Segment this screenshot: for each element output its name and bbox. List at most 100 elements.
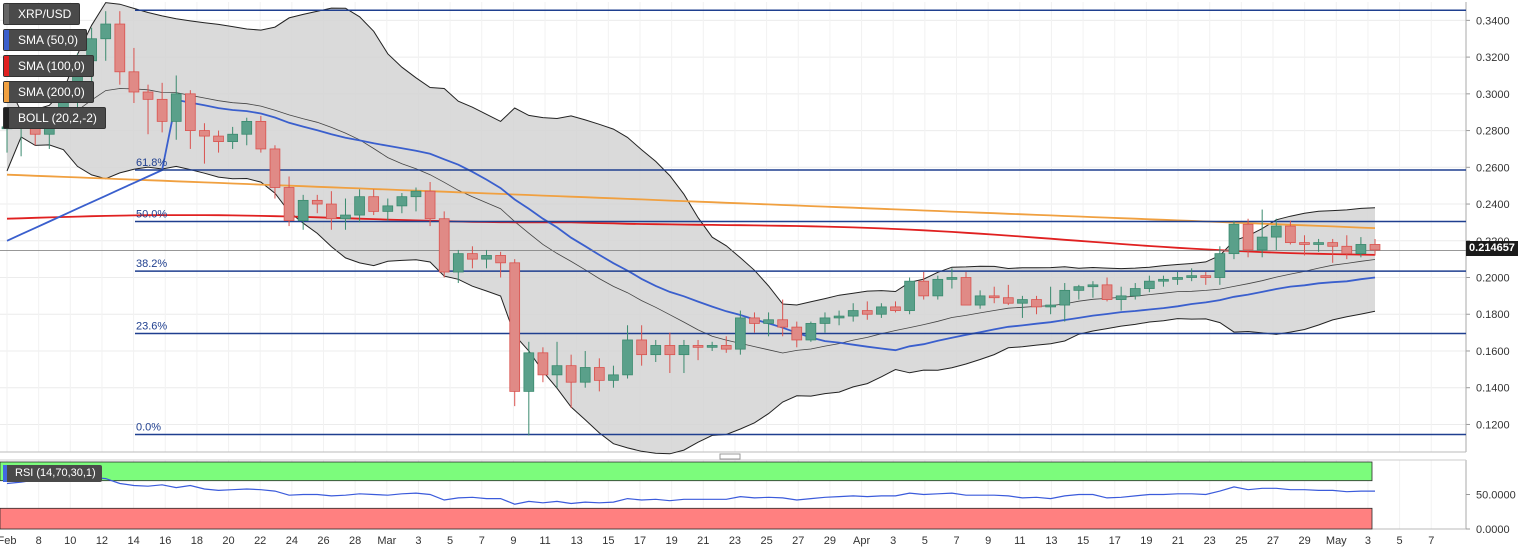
x-tick-label: 23 <box>1204 535 1216 547</box>
candle-body-up <box>946 277 958 280</box>
last-price-tag: 0.214657 <box>1466 241 1518 256</box>
x-tick-label: 5 <box>447 535 453 547</box>
bollinger-lower-line <box>6 136 1376 455</box>
candle-body-up <box>833 315 845 319</box>
candle-body-up <box>354 196 365 216</box>
x-tick-label: 7 <box>953 535 959 547</box>
x-tick-label: 29 <box>824 535 836 547</box>
y-tick-label: 0.2800 <box>1476 126 1510 138</box>
candle-body-down <box>593 367 605 381</box>
candle-body-down <box>988 295 1000 299</box>
candle-body-up <box>1270 225 1282 238</box>
legend-boll[interactable]: BOLL (20,2,-2) <box>3 107 106 129</box>
candle-body-down <box>918 280 930 297</box>
y-tick-label: 0.1800 <box>1476 309 1510 321</box>
x-tick-label: 19 <box>1140 535 1152 547</box>
candle-body-up <box>227 133 238 142</box>
candle-body-down <box>368 196 380 212</box>
x-tick-label: 9 <box>985 535 991 547</box>
candle-body-up <box>622 339 633 376</box>
candle-body-up <box>1115 295 1127 300</box>
candle-body-up <box>904 280 915 311</box>
candle-body-down <box>199 130 210 137</box>
sma50-line <box>6 98 1376 352</box>
candle-body-up <box>763 319 774 324</box>
candle-body-up <box>706 345 718 348</box>
candle-body-up <box>481 255 492 260</box>
legend-boll-label: BOLL (20,2,-2) <box>18 111 97 125</box>
bollinger-upper-line <box>6 2 1376 306</box>
candle-body-down <box>114 23 126 73</box>
x-tick-label: 9 <box>510 535 516 547</box>
candle-body-up <box>1214 253 1226 278</box>
candle-body-up <box>735 317 746 350</box>
candle-body-down <box>1369 244 1381 251</box>
candle-body-up <box>876 306 887 315</box>
y-tick-label: 0.2600 <box>1476 162 1510 174</box>
x-tick-label: 19 <box>666 535 678 547</box>
legend-pair-label: XRP/USD <box>18 7 72 21</box>
legend-pair[interactable]: XRP/USD <box>3 3 81 25</box>
x-tick-label: 5 <box>922 535 928 547</box>
candle-body-down <box>749 317 760 324</box>
candle-body-down <box>720 345 732 350</box>
candle-body-down <box>269 148 281 188</box>
sma200-line <box>6 173 1376 229</box>
x-tick-label: 24 <box>286 535 298 547</box>
candle-body-down <box>1341 245 1353 255</box>
candle-body-up <box>1059 289 1071 306</box>
x-tick-label: 13 <box>571 535 583 547</box>
x-tick-label: Mar <box>377 535 396 547</box>
rsi-tick-label: 0.0000 <box>1476 524 1510 536</box>
candle-body-down <box>1031 299 1042 308</box>
rsi-line <box>6 476 1375 505</box>
bollinger-mid-line <box>6 88 1376 354</box>
pane-splitter-handle <box>719 453 741 460</box>
candle-body-down <box>692 345 704 348</box>
y-tick-label: 0.3400 <box>1476 15 1510 27</box>
legend-sma200-label: SMA (200,0) <box>18 85 85 99</box>
candle-body-down <box>1200 275 1212 278</box>
x-tick-label: 20 <box>222 535 234 547</box>
legend-sma50-swatch <box>4 30 9 50</box>
x-tick-label: 28 <box>349 535 361 547</box>
y-tick-label: 0.1400 <box>1476 383 1510 395</box>
fib-level-label: 23.6% <box>136 321 167 333</box>
legend-sma200[interactable]: SMA (200,0) <box>3 81 94 103</box>
x-tick-label: 21 <box>1172 535 1184 547</box>
fib-level-label: 61.8% <box>136 157 167 169</box>
legend-rsi-label: RSI (14,70,30,1) <box>15 467 96 479</box>
candle-body-up <box>1045 304 1056 308</box>
legend-sma50[interactable]: SMA (50,0) <box>3 29 88 51</box>
candle-body-down <box>565 365 577 383</box>
candle-body-down <box>1327 242 1339 247</box>
candle-body-up <box>678 345 690 356</box>
x-tick-label: 25 <box>1235 535 1247 547</box>
candle-body-up <box>805 323 817 341</box>
candle-body-up <box>382 205 394 212</box>
fib-level-label: 0.0% <box>136 422 161 434</box>
y-tick-label: 0.1600 <box>1476 346 1510 358</box>
y-tick-label: 0.3200 <box>1476 52 1510 64</box>
candle-body-down <box>1242 223 1254 251</box>
candle-body-up <box>1073 286 1085 291</box>
x-tick-label: Feb <box>0 535 16 547</box>
x-tick-label: 15 <box>602 535 614 547</box>
candle-body-down <box>311 199 323 205</box>
x-tick-label: Apr <box>853 535 870 547</box>
candle-body-down <box>283 187 295 221</box>
x-tick-label: 14 <box>127 535 139 547</box>
candle-body-up <box>170 93 182 122</box>
x-tick-label: 27 <box>1267 535 1279 547</box>
x-tick-label: 25 <box>760 535 772 547</box>
legend-rsi[interactable]: RSI (14,70,30,1) <box>3 465 102 482</box>
candle-body-down <box>960 277 972 306</box>
rsi-overbought-zone <box>0 461 1373 482</box>
x-tick-label: 13 <box>1045 535 1057 547</box>
legend-sma100[interactable]: SMA (100,0) <box>3 55 94 77</box>
candle-body-down <box>213 135 224 142</box>
candle-body-down <box>890 306 901 311</box>
fib-level-label: 38.2% <box>136 258 167 270</box>
candle-body-down <box>1101 284 1113 300</box>
